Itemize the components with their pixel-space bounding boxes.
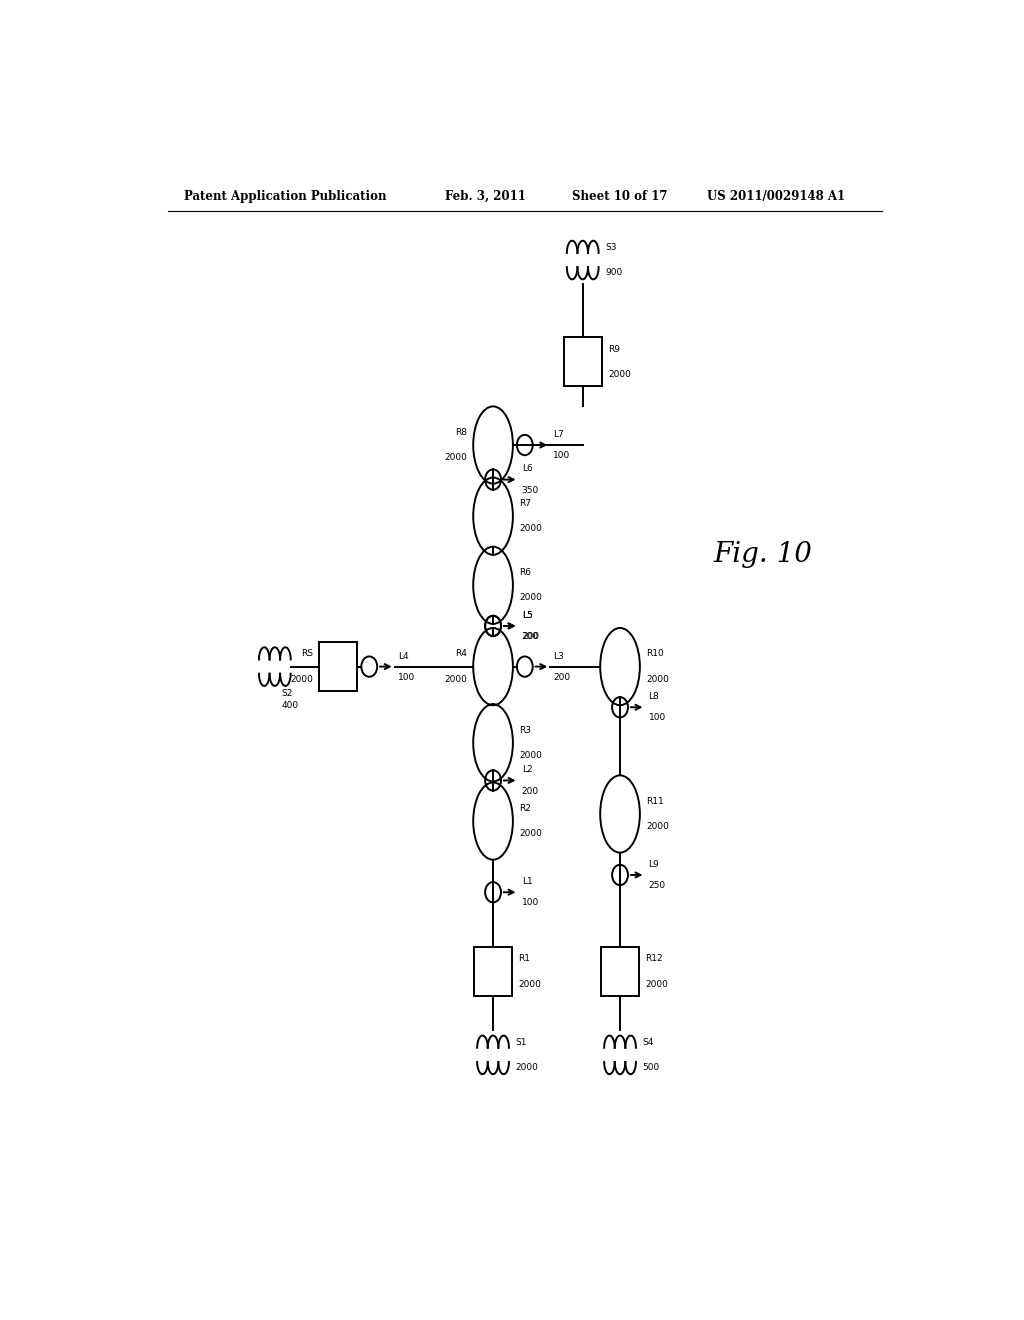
Text: L2: L2 xyxy=(521,766,532,775)
Text: 200: 200 xyxy=(521,787,539,796)
Text: 2000: 2000 xyxy=(518,979,542,989)
Bar xyxy=(601,948,639,995)
Text: L7: L7 xyxy=(553,430,564,440)
Text: Fig. 10: Fig. 10 xyxy=(714,541,812,569)
Text: 100: 100 xyxy=(648,713,666,722)
Text: RS: RS xyxy=(301,649,313,659)
Text: 200: 200 xyxy=(522,632,540,642)
Text: L1: L1 xyxy=(521,878,532,886)
Text: 500: 500 xyxy=(642,1063,659,1072)
Text: S1: S1 xyxy=(515,1038,526,1047)
Text: S3: S3 xyxy=(605,243,616,252)
Text: 2000: 2000 xyxy=(608,370,631,379)
Text: R11: R11 xyxy=(646,797,664,805)
Text: 2000: 2000 xyxy=(519,594,542,602)
Text: 2000: 2000 xyxy=(646,822,669,832)
Text: L3: L3 xyxy=(553,652,564,660)
Text: S2: S2 xyxy=(282,689,293,698)
Text: 2000: 2000 xyxy=(444,453,467,462)
Text: 2000: 2000 xyxy=(519,751,542,760)
Text: Patent Application Publication: Patent Application Publication xyxy=(183,190,386,202)
Text: 400: 400 xyxy=(282,701,298,710)
Text: R7: R7 xyxy=(519,499,531,508)
Text: US 2011/0029148 A1: US 2011/0029148 A1 xyxy=(708,190,846,202)
Text: 200: 200 xyxy=(521,632,539,642)
Bar xyxy=(474,948,512,995)
Text: L5: L5 xyxy=(521,611,532,620)
Text: R1: R1 xyxy=(518,954,530,964)
Bar xyxy=(319,643,357,690)
Text: Feb. 3, 2011: Feb. 3, 2011 xyxy=(445,190,526,202)
Text: R10: R10 xyxy=(646,649,664,659)
Text: R2: R2 xyxy=(519,804,531,813)
Text: R6: R6 xyxy=(519,568,531,577)
Text: S4: S4 xyxy=(642,1038,653,1047)
Text: 100: 100 xyxy=(398,673,415,681)
Text: L4: L4 xyxy=(398,652,409,660)
Text: 100: 100 xyxy=(553,451,570,461)
Text: 2000: 2000 xyxy=(519,829,542,838)
Text: L6: L6 xyxy=(521,465,532,474)
Text: 2000: 2000 xyxy=(646,675,669,684)
Text: R8: R8 xyxy=(455,428,467,437)
Text: Sheet 10 of 17: Sheet 10 of 17 xyxy=(572,190,668,202)
Text: 250: 250 xyxy=(648,880,666,890)
Text: R3: R3 xyxy=(519,726,531,735)
Text: 200: 200 xyxy=(553,673,570,681)
Text: 2000: 2000 xyxy=(645,979,669,989)
Bar xyxy=(563,338,602,385)
Text: R4: R4 xyxy=(455,649,467,659)
Text: 2000: 2000 xyxy=(515,1063,539,1072)
Text: 2000: 2000 xyxy=(519,524,542,533)
Text: 350: 350 xyxy=(521,486,539,495)
Text: 2000: 2000 xyxy=(444,675,467,684)
Text: 2000: 2000 xyxy=(290,675,313,684)
Text: 100: 100 xyxy=(521,899,539,907)
Text: L5: L5 xyxy=(522,611,534,620)
Text: R12: R12 xyxy=(645,954,664,964)
Text: L8: L8 xyxy=(648,692,659,701)
Text: L9: L9 xyxy=(648,859,659,869)
Text: 900: 900 xyxy=(605,268,623,277)
Text: R9: R9 xyxy=(608,345,621,354)
